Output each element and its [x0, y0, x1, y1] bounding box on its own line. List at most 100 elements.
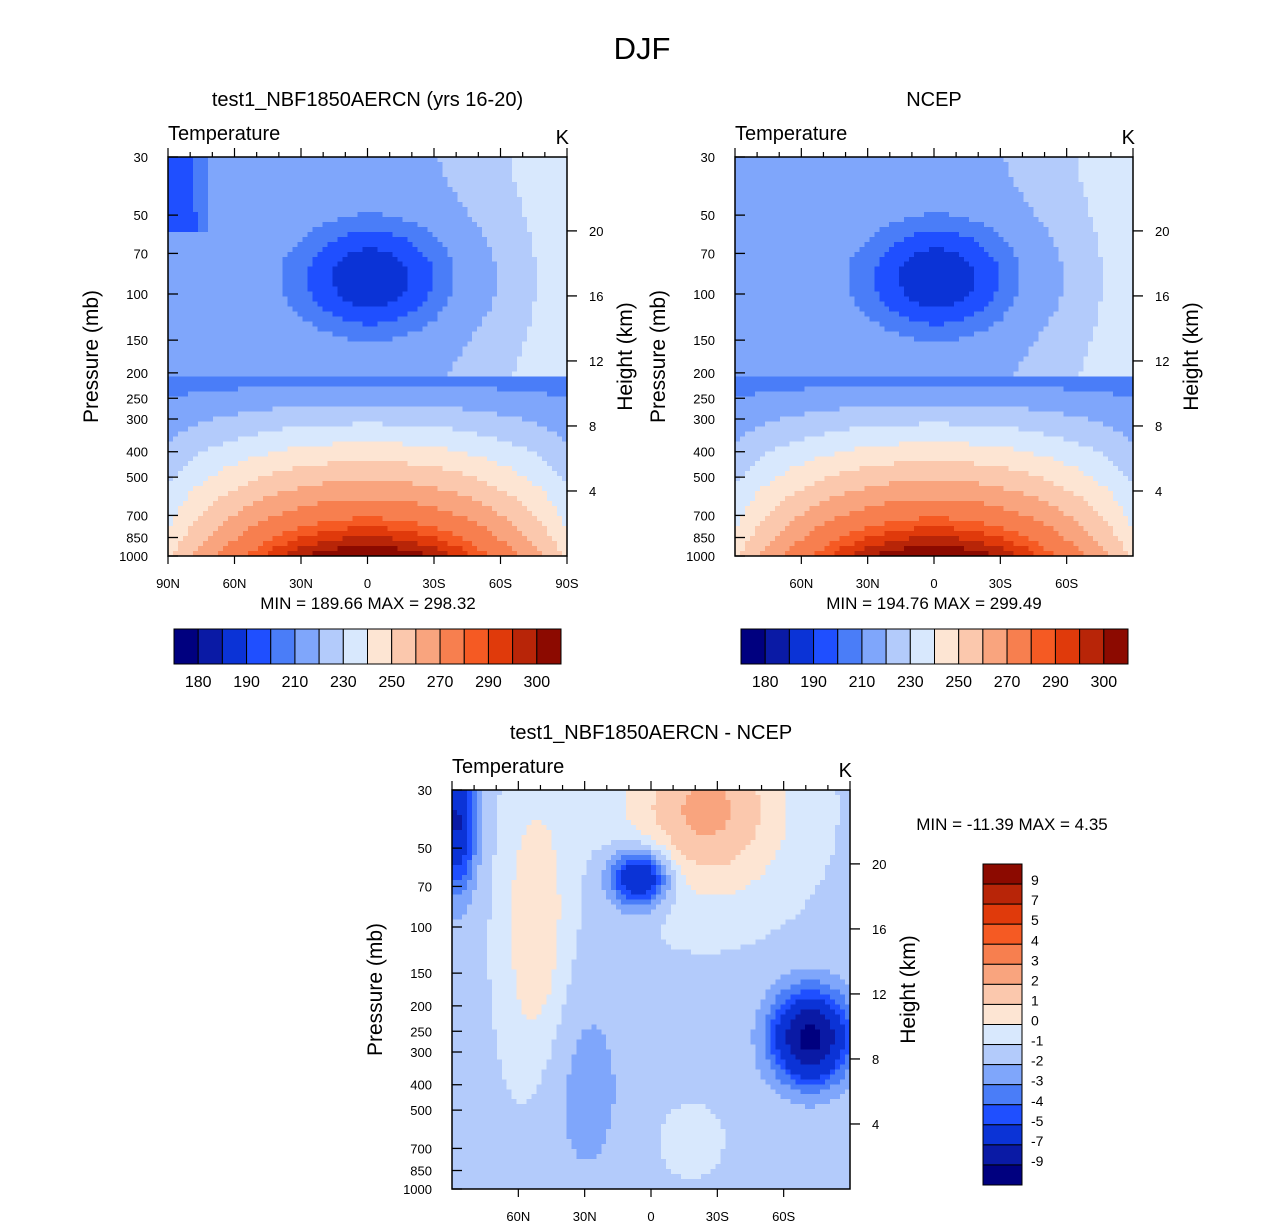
contour-band: [481, 854, 493, 861]
contour-band: [511, 914, 563, 921]
contour-band: [491, 984, 518, 991]
pressure-tick-label: 100: [126, 287, 148, 302]
pressure-tick-label: 30: [701, 150, 715, 165]
contour-band: [730, 859, 771, 866]
contour-band: [665, 869, 677, 876]
contour-band: [511, 1094, 533, 1100]
contour-band: [845, 1054, 850, 1060]
contour-band: [651, 899, 662, 906]
contour-band: [765, 1079, 781, 1085]
contour-band: [402, 261, 433, 268]
contour-band: [735, 401, 1133, 407]
contour-band: [556, 884, 582, 891]
contour-band: [497, 411, 567, 417]
contour-band: [899, 271, 975, 278]
contour-band: [512, 166, 567, 173]
contour-band: [437, 506, 493, 512]
contour-band: [247, 481, 324, 487]
contour-band: [561, 914, 582, 921]
contour-band: [486, 919, 513, 926]
contour-band: [312, 321, 364, 328]
contour-band: [735, 306, 860, 313]
contour-band: [800, 989, 821, 996]
contour-band: [452, 261, 498, 268]
contour-band: [562, 521, 567, 527]
contour-band: [187, 491, 229, 497]
contour-band: [1098, 246, 1133, 253]
contour-fill-obs: [735, 157, 1133, 556]
contour-band: [1023, 196, 1089, 203]
contour-band: [202, 511, 239, 517]
contour-band: [1058, 506, 1094, 512]
contour-band: [710, 1109, 850, 1115]
pressure-tick-label: 300: [693, 412, 715, 427]
contour-band: [452, 969, 488, 976]
contour-band: [879, 261, 905, 268]
contour-band: [237, 411, 498, 417]
contour-band: [556, 944, 577, 951]
contour-band: [1103, 296, 1133, 303]
contour-band: [606, 894, 617, 901]
contour-band: [501, 1059, 548, 1065]
contour-band: [532, 301, 567, 308]
contour-band: [432, 276, 453, 283]
contour-band: [491, 879, 513, 886]
contour-band: [735, 471, 746, 477]
colorbar-box: [197, 628, 223, 665]
contour-band: [998, 281, 1020, 288]
contour-band: [452, 1074, 503, 1080]
contour-band: [337, 291, 404, 298]
contour-band: [735, 336, 915, 343]
contour-band: [541, 819, 632, 826]
contour-band: [780, 839, 836, 846]
contour-band: [462, 536, 498, 542]
contour-band: [471, 814, 478, 821]
contour-band: [497, 291, 538, 298]
contour-band: [919, 301, 955, 308]
contour-band: [835, 824, 850, 831]
contour-band: [770, 1044, 776, 1050]
contour-band: [1093, 226, 1133, 233]
height-tick-label: 8: [589, 419, 596, 434]
contour-band: [740, 849, 776, 856]
contour-band: [168, 456, 194, 462]
contour-band: [417, 246, 448, 253]
contour-band: [168, 166, 194, 173]
contour-band: [735, 216, 905, 223]
contour-band: [477, 221, 528, 228]
colorbar-tick-label: 180: [752, 674, 779, 691]
contour-band: [725, 1139, 850, 1145]
contour-band: [481, 849, 498, 856]
contour-band: [452, 914, 463, 921]
contour-band: [168, 441, 224, 447]
contour-band: [874, 281, 900, 288]
contour-band: [466, 804, 473, 811]
contour-band: [452, 286, 498, 293]
contour-band: [447, 251, 493, 258]
contour-band: [889, 481, 980, 487]
contour-band: [904, 286, 975, 293]
colorbar-tick-label: 190: [800, 674, 827, 691]
contour-band: [541, 1079, 568, 1085]
contour-band: [993, 321, 1050, 328]
contour-band: [471, 869, 478, 876]
contour-band: [402, 441, 513, 447]
contour-band: [626, 814, 657, 821]
contour-band: [805, 899, 850, 906]
contour-band: [800, 1039, 821, 1045]
contour-band: [775, 1074, 791, 1080]
contour-band: [287, 551, 314, 556]
contour-band: [168, 346, 463, 353]
contour-band: [342, 536, 394, 542]
contour-band: [749, 466, 791, 472]
contour-band: [557, 541, 567, 547]
contour-band: [462, 546, 478, 552]
contour-band: [452, 1119, 568, 1125]
contour-band: [168, 316, 304, 323]
contour-band: [983, 306, 1010, 313]
contour-band: [527, 506, 558, 512]
contour-band: [800, 1059, 821, 1065]
contour-band: [466, 814, 473, 821]
contour-band: [626, 894, 652, 901]
contour-band: [1058, 251, 1099, 258]
